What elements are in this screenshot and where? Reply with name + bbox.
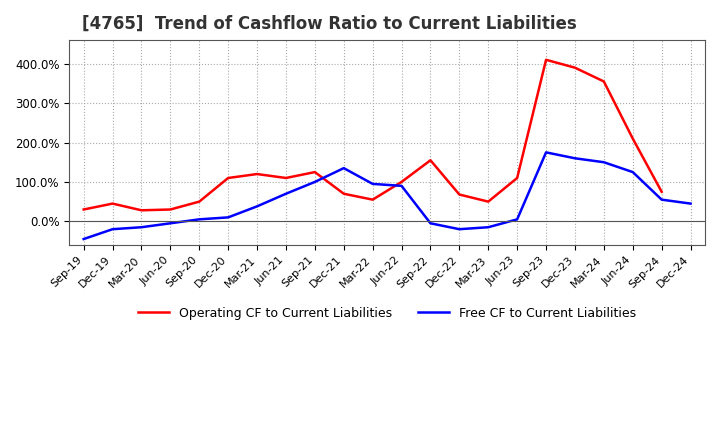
Free CF to Current Liabilities (541, 150, 550, 155)
Free CF to Current Liabilities (166, 220, 175, 226)
Operating CF to Current Liabilities (397, 179, 406, 184)
Free CF to Current Liabilities (79, 236, 88, 242)
Operating CF to Current Liabilities (108, 201, 117, 206)
Operating CF to Current Liabilities (426, 158, 435, 163)
Free CF to Current Liabilities (339, 165, 348, 171)
Operating CF to Current Liabilities (600, 79, 608, 84)
Free CF to Current Liabilities (195, 217, 204, 222)
Operating CF to Current Liabilities (166, 207, 175, 212)
Operating CF to Current Liabilities (629, 136, 637, 141)
Legend: Operating CF to Current Liabilities, Free CF to Current Liabilities: Operating CF to Current Liabilities, Fre… (133, 302, 641, 325)
Operating CF to Current Liabilities (369, 197, 377, 202)
Free CF to Current Liabilities (397, 183, 406, 188)
Free CF to Current Liabilities (513, 217, 521, 222)
Operating CF to Current Liabilities (195, 199, 204, 204)
Free CF to Current Liabilities (455, 227, 464, 232)
Operating CF to Current Liabilities (282, 176, 290, 181)
Operating CF to Current Liabilities (79, 207, 88, 212)
Free CF to Current Liabilities (629, 169, 637, 175)
Operating CF to Current Liabilities (571, 65, 580, 70)
Line: Free CF to Current Liabilities: Free CF to Current Liabilities (84, 152, 690, 239)
Free CF to Current Liabilities (369, 181, 377, 187)
Free CF to Current Liabilities (137, 224, 145, 230)
Free CF to Current Liabilities (484, 224, 492, 230)
Free CF to Current Liabilities (224, 215, 233, 220)
Free CF to Current Liabilities (426, 220, 435, 226)
Operating CF to Current Liabilities (137, 208, 145, 213)
Operating CF to Current Liabilities (224, 176, 233, 181)
Free CF to Current Liabilities (657, 197, 666, 202)
Operating CF to Current Liabilities (339, 191, 348, 196)
Operating CF to Current Liabilities (657, 189, 666, 194)
Text: [4765]  Trend of Cashflow Ratio to Current Liabilities: [4765] Trend of Cashflow Ratio to Curren… (82, 15, 577, 33)
Operating CF to Current Liabilities (455, 192, 464, 197)
Free CF to Current Liabilities (108, 227, 117, 232)
Free CF to Current Liabilities (253, 204, 261, 209)
Operating CF to Current Liabilities (513, 176, 521, 181)
Free CF to Current Liabilities (686, 201, 695, 206)
Line: Operating CF to Current Liabilities: Operating CF to Current Liabilities (84, 60, 662, 210)
Operating CF to Current Liabilities (253, 172, 261, 177)
Free CF to Current Liabilities (571, 156, 580, 161)
Free CF to Current Liabilities (310, 179, 319, 184)
Operating CF to Current Liabilities (484, 199, 492, 204)
Operating CF to Current Liabilities (310, 169, 319, 175)
Free CF to Current Liabilities (600, 160, 608, 165)
Operating CF to Current Liabilities (541, 57, 550, 62)
Free CF to Current Liabilities (282, 191, 290, 196)
